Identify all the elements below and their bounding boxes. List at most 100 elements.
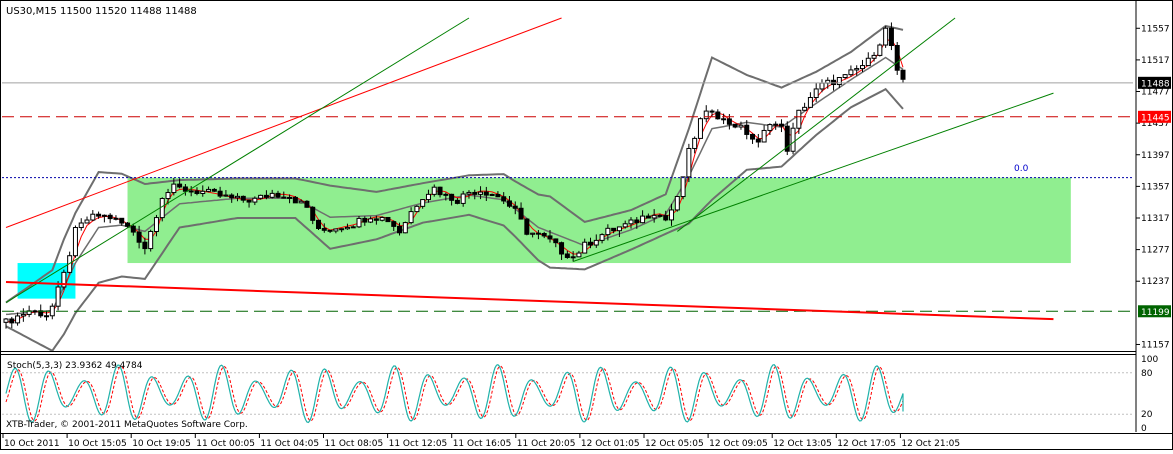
candle [78, 218, 84, 231]
candle-body [669, 209, 675, 221]
candle-body [611, 227, 617, 232]
candle [194, 187, 200, 196]
trend-line-3[interactable] [5, 281, 1054, 321]
candle-body [559, 242, 565, 255]
copyright-watermark: XTB-Trader, © 2001-2011 MetaQuotes Softw… [6, 420, 248, 430]
price-axis: 11557 11517 11477 11437 11397 11357 11317 11277… [1136, 24, 1170, 434]
candle [177, 178, 183, 189]
candle [796, 109, 802, 134]
candle-body [373, 218, 379, 221]
candle [217, 186, 223, 199]
support-price-tag-box [1138, 305, 1171, 318]
candle-body [570, 256, 576, 259]
candle [755, 133, 761, 148]
candle-body [49, 305, 55, 317]
candle [298, 199, 304, 204]
candle-body [460, 193, 466, 204]
candle [350, 225, 356, 229]
time-tick-label: 11 Oct 00:05 [196, 439, 255, 449]
candle-body [44, 315, 50, 318]
candle [524, 218, 530, 236]
stochastic-label: Stoch(5,3,3) 23.9362 49.4784 [7, 361, 143, 371]
candle-body [408, 211, 414, 224]
candle-body [778, 123, 784, 127]
candle [715, 109, 721, 120]
candle [628, 217, 634, 229]
candle-body [744, 124, 750, 135]
candle [634, 217, 640, 229]
candle [339, 228, 345, 233]
resistance-price-tag-box [1138, 110, 1171, 123]
candle-body [674, 196, 680, 211]
candle [182, 184, 188, 196]
candle [15, 312, 21, 326]
candle-body [55, 286, 61, 307]
candle [402, 221, 408, 234]
candle [483, 186, 489, 201]
candle [171, 177, 177, 196]
ohlc-label: 11500 11520 11488 11488 [60, 6, 197, 17]
resistance-price-tag[interactable]: 11445 [1138, 110, 1171, 124]
price-tick-label: 11437 [1141, 119, 1170, 129]
candle [506, 195, 512, 208]
candle [316, 219, 322, 231]
candle [373, 215, 379, 225]
candle-body [663, 215, 669, 221]
candle-body [726, 118, 732, 125]
candle-body [171, 183, 177, 194]
support-price-tag-text: 11199 [1141, 308, 1170, 318]
candle-body [425, 193, 431, 201]
candle-body [732, 123, 738, 128]
candle [599, 233, 605, 244]
support-price-tag[interactable]: 11199 [1138, 305, 1171, 318]
candle [669, 203, 675, 226]
candle [420, 199, 426, 209]
stochastic-level-label: 0 [1141, 424, 1147, 434]
candle-body [593, 239, 599, 246]
trend-line-5[interactable] [676, 17, 956, 232]
current-price-tag[interactable]: 11488 [1138, 76, 1171, 90]
candle [125, 222, 131, 228]
candle [877, 43, 883, 57]
trend-line-1[interactable] [5, 17, 562, 228]
trend-line-2[interactable] [5, 17, 470, 303]
candle-body [275, 192, 281, 198]
candle [206, 186, 212, 193]
candle-body [796, 109, 802, 129]
time-tick-label: 12 Oct 09:05 [709, 439, 768, 449]
candle-body [888, 27, 894, 46]
candle-body [680, 176, 686, 198]
candle [559, 241, 565, 260]
candle-body [321, 227, 327, 231]
trend-line-4[interactable] [572, 92, 1054, 262]
candle [570, 251, 576, 262]
candle [784, 121, 790, 156]
candle [44, 310, 50, 321]
candle-body [767, 124, 773, 131]
candle [663, 210, 669, 222]
candle-body [368, 218, 374, 223]
candle [553, 238, 559, 248]
candle-body [61, 271, 67, 288]
price-tick-label: 11397 [1141, 151, 1170, 161]
candle [368, 216, 374, 224]
candle [425, 189, 431, 203]
candle [263, 190, 269, 200]
candle-body [703, 110, 709, 120]
candle-body [640, 215, 646, 224]
price-tick-label: 11277 [1141, 246, 1170, 256]
time-tick-label: 10 Oct 2011 [4, 439, 60, 449]
candle-body [512, 205, 518, 209]
candle-body [836, 77, 842, 86]
time-tick-label: 10 Oct 15:05 [68, 439, 127, 449]
candle-body [96, 213, 102, 217]
symbol-label: US30,M15 [6, 6, 57, 17]
candle-body [848, 69, 854, 76]
candle [397, 222, 403, 236]
candle-body [142, 241, 148, 250]
candle [460, 190, 466, 207]
candle-body [859, 65, 865, 70]
candle-body [501, 196, 507, 202]
